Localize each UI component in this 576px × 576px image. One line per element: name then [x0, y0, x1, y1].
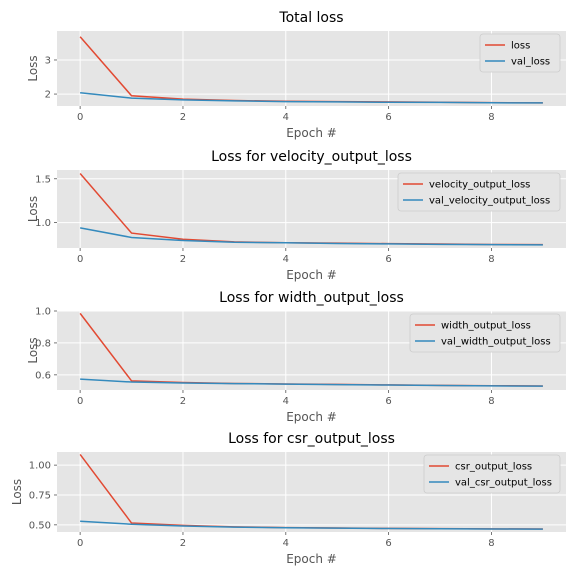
legend-box	[409, 313, 561, 353]
x-axis-label: Epoch #	[286, 268, 337, 282]
legend: velocity_output_loss val_velocity_output_…	[397, 172, 561, 212]
y-axis-label: Loss	[26, 337, 40, 363]
y-tick-label: 1.0	[35, 307, 51, 318]
x-tick-label: 6	[385, 396, 391, 407]
legend-label: velocity_output_loss	[429, 180, 530, 191]
x-tick-label: 4	[283, 254, 289, 265]
legend-label: val_width_output_loss	[441, 337, 551, 348]
y-tick-label: 2	[45, 90, 51, 101]
x-axis-label: Epoch #	[286, 410, 337, 424]
legend-label: loss	[511, 41, 530, 52]
y-tick-label: 1.0	[35, 218, 51, 229]
y-tick-label: 0.75	[29, 490, 51, 501]
legend-box	[397, 172, 561, 212]
x-tick-label: 4	[283, 396, 289, 407]
x-tick-label: 8	[488, 254, 494, 265]
legend-label: val_velocity_output_loss	[429, 196, 550, 207]
subplot-1: 0 2 4 6 8 2 3 Total loss Epoch # Loss loss val_loss	[26, 10, 566, 140]
legend: csr_output_loss val_csr_output_loss	[423, 454, 561, 494]
x-axis-label: Epoch #	[286, 126, 337, 140]
legend-box	[479, 33, 561, 73]
x-tick-label: 0	[77, 112, 83, 123]
x-tick-label: 6	[385, 538, 391, 549]
x-tick-label: 8	[488, 112, 494, 123]
subplot-2: 0 2 4 6 8 1.0 1.5 Loss for velocity_output_loss…	[26, 149, 566, 282]
chart-title: Loss for csr_output_loss	[228, 431, 395, 447]
series-line-val_velocity_output_loss	[80, 227, 543, 246]
legend: width_output_loss val_width_output_loss	[409, 313, 561, 353]
x-tick-label: 2	[180, 396, 186, 407]
legend-label: width_output_loss	[441, 321, 531, 332]
x-axis-label: Epoch #	[286, 552, 337, 566]
y-axis-label: Loss	[26, 55, 40, 81]
series-line-val_csr_output_loss	[80, 520, 543, 530]
legend-label: val_csr_output_loss	[455, 478, 552, 489]
y-tick-label: 0.6	[35, 370, 51, 381]
legend-box	[423, 454, 561, 494]
x-tick-label: 4	[283, 538, 289, 549]
x-tick-label: 6	[385, 112, 391, 123]
y-tick-label: 0.50	[29, 520, 51, 531]
series-line-val_loss	[80, 91, 543, 104]
chart-title: Total loss	[278, 10, 343, 26]
subplot-4: 0 2 4 6 8 0.50 0.75 1.00 Loss for csr_output_los…	[10, 431, 566, 566]
x-tick-label: 2	[180, 112, 186, 123]
x-tick-label: 8	[488, 538, 494, 549]
x-tick-label: 8	[488, 396, 494, 407]
y-tick-label: 1.5	[35, 174, 51, 185]
x-tick-label: 0	[77, 396, 83, 407]
y-tick-label: 1.00	[29, 461, 51, 472]
y-axis-label: Loss	[10, 479, 24, 505]
y-tick-label: 3	[45, 55, 51, 66]
chart-title: Loss for velocity_output_loss	[211, 149, 412, 165]
series-line-val_width_output_loss	[80, 378, 543, 387]
subplot-3: 0 2 4 6 8 0.6 0.8 1.0 Loss for width_output_loss…	[26, 290, 566, 424]
y-axis-label: Loss	[26, 196, 40, 222]
legend-label: csr_output_loss	[455, 462, 532, 473]
x-tick-label: 0	[77, 254, 83, 265]
legend: loss val_loss	[479, 33, 561, 73]
legend-label: val_loss	[511, 57, 550, 68]
x-tick-label: 2	[180, 538, 186, 549]
x-tick-label: 0	[77, 538, 83, 549]
y-tick-label: 0.8	[35, 338, 51, 349]
chart-title: Loss for width_output_loss	[219, 290, 404, 306]
x-tick-label: 4	[283, 112, 289, 123]
x-tick-label: 2	[180, 254, 186, 265]
x-tick-label: 6	[385, 254, 391, 265]
